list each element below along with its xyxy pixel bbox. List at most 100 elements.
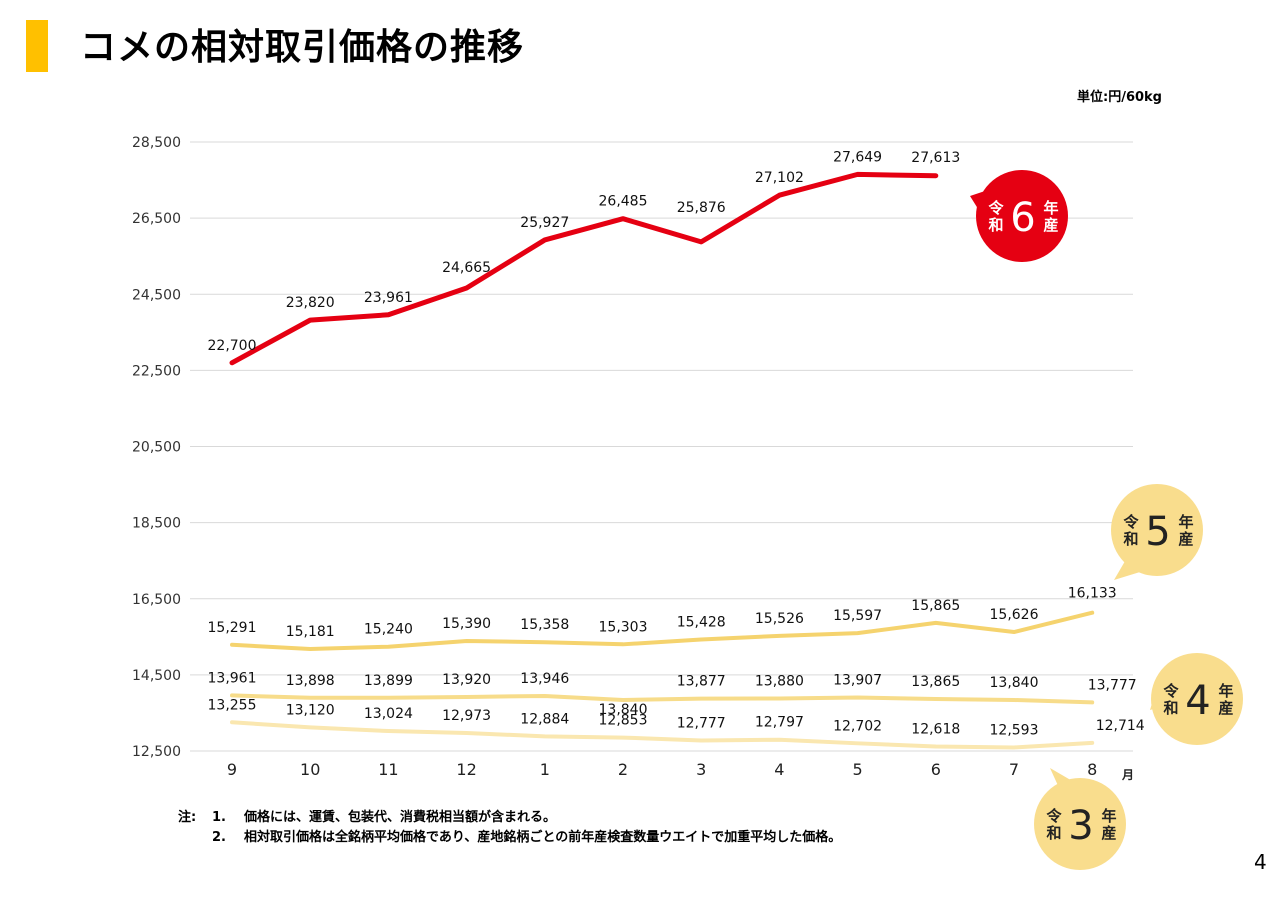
badge-tail-r5 — [1114, 556, 1140, 580]
data-label-r5: 15,428 — [677, 615, 726, 631]
data-label-r5: 15,291 — [208, 620, 257, 636]
data-label-r3: 12,853 — [599, 713, 648, 729]
x-tick-label: 11 — [378, 760, 398, 779]
x-tick-label: 7 — [1009, 760, 1019, 779]
x-tick-label: 3 — [696, 760, 706, 779]
data-label-r6: 25,927 — [520, 215, 569, 231]
series-line-r3 — [230, 720, 1095, 750]
data-label-r5: 15,303 — [599, 619, 648, 635]
data-label-r4: 13,865 — [911, 674, 960, 690]
notes-label: 注: — [178, 810, 197, 825]
y-tick-label: 16,500 — [132, 592, 181, 608]
data-label-r5: 15,865 — [911, 598, 960, 614]
badge-text: 和 — [988, 216, 1003, 234]
badge-text: 年 — [1101, 807, 1116, 825]
data-label-r4: 13,777 — [1088, 677, 1137, 693]
note-1-number: 1. — [212, 810, 226, 825]
data-label-r3: 12,777 — [677, 715, 726, 731]
y-tick-label: 22,500 — [132, 363, 181, 379]
series-line-r6 — [229, 171, 939, 366]
data-label-r4: 13,920 — [442, 672, 491, 688]
data-label-r5: 15,181 — [286, 624, 335, 640]
data-label-r5: 15,358 — [520, 617, 569, 633]
note-2-text: 相対取引価格は全銘柄平均価格であり、産地銘柄ごとの前年産検査数量ウエイトで加重平… — [244, 830, 842, 845]
x-tick-label: 8 — [1087, 760, 1097, 779]
data-label-r6: 27,613 — [911, 150, 960, 166]
data-label-r6: 25,876 — [677, 200, 726, 216]
x-tick-label: 5 — [853, 760, 863, 779]
y-tick-label: 26,500 — [132, 211, 181, 227]
badge-text: 令 — [1046, 807, 1062, 825]
badge-text: 令 — [1123, 513, 1139, 531]
data-label-r5: 16,133 — [1068, 586, 1117, 602]
note-2-number: 2. — [212, 830, 226, 845]
data-label-r5: 15,597 — [833, 608, 882, 624]
x-tick-label: 4 — [774, 760, 784, 779]
x-tick-label: 2 — [618, 760, 628, 779]
page-number: 4 — [1254, 850, 1267, 874]
data-label-r3: 13,120 — [286, 702, 335, 718]
y-tick-label: 28,500 — [132, 135, 181, 151]
y-tick-label: 24,500 — [132, 287, 181, 303]
data-label-r3: 12,593 — [990, 722, 1039, 738]
data-label-r6: 23,820 — [286, 295, 335, 311]
data-label-r6: 24,665 — [442, 260, 491, 276]
y-tick-label: 12,500 — [132, 744, 181, 760]
badge-text: 年 — [1043, 199, 1058, 217]
badge-r4 — [1151, 653, 1243, 745]
y-tick-label: 14,500 — [132, 668, 181, 684]
data-label-r5: 15,626 — [990, 607, 1039, 623]
note-1-text: 価格には、運賃、包装代、消費税相当額が含まれる。 — [244, 810, 557, 825]
badge-text: 令 — [1163, 682, 1179, 700]
badge-text: 和 — [1123, 530, 1138, 548]
note-1: 1. 価格には、運賃、包装代、消費税相当額が含まれる。 — [212, 808, 556, 828]
data-label-r3: 12,618 — [911, 722, 960, 738]
y-tick-label: 20,500 — [132, 440, 181, 456]
badge-text: 令 — [988, 199, 1004, 217]
unit-label: 単位:円/60kg — [1077, 90, 1162, 105]
badge-number: 5 — [1145, 509, 1170, 555]
data-label-r4: 13,907 — [833, 672, 882, 688]
series-line-r4 — [230, 693, 1095, 705]
x-tick-label: 9 — [227, 760, 237, 779]
y-tick-label: 18,500 — [132, 516, 181, 532]
badge-r6 — [976, 170, 1068, 262]
page-title: コメの相対取引価格の推移 — [80, 27, 525, 68]
data-label-r3: 12,973 — [442, 708, 491, 724]
data-label-r5: 15,526 — [755, 611, 804, 627]
badge-text: 産 — [1101, 824, 1116, 842]
note-2: 2. 相対取引価格は全銘柄平均価格であり、産地銘柄ごとの前年産検査数量ウエイトで加… — [212, 828, 841, 848]
series-line-r5 — [230, 610, 1095, 651]
data-label-r4: 13,961 — [208, 670, 257, 686]
badge-r5 — [1111, 484, 1203, 576]
badge-text: 産 — [1218, 699, 1233, 717]
data-label-r4: 13,880 — [755, 673, 804, 689]
badge-number: 4 — [1185, 678, 1210, 724]
data-label-r4: 13,840 — [599, 702, 648, 718]
title-accent-bar — [26, 20, 48, 72]
badge-text: 年 — [1218, 682, 1233, 700]
badge-text: 産 — [1043, 216, 1058, 234]
data-label-r6: 27,102 — [755, 170, 804, 186]
data-label-r3: 12,702 — [833, 718, 882, 734]
data-label-r4: 13,877 — [677, 674, 726, 690]
data-label-r3: 12,884 — [520, 711, 569, 727]
x-tick-label: 6 — [931, 760, 941, 779]
data-label-r6: 27,649 — [833, 149, 882, 165]
data-label-r3: 13,024 — [364, 706, 413, 722]
data-label-r6: 23,961 — [364, 290, 413, 306]
badge-number: 6 — [1010, 195, 1035, 241]
data-label-r5: 15,240 — [364, 622, 413, 638]
data-label-r5: 15,390 — [442, 616, 491, 632]
x-tick-label: 12 — [456, 760, 476, 779]
data-label-r3: 12,797 — [755, 715, 804, 731]
data-label-r4: 13,946 — [520, 671, 569, 687]
data-label-r6: 22,700 — [208, 338, 257, 354]
x-tick-label: 1 — [540, 760, 550, 779]
data-label-r4: 13,898 — [286, 673, 335, 689]
badge-text: 産 — [1178, 530, 1193, 548]
badge-text: 和 — [1163, 699, 1178, 717]
badge-text: 年 — [1178, 513, 1193, 531]
badge-number: 3 — [1068, 803, 1093, 849]
